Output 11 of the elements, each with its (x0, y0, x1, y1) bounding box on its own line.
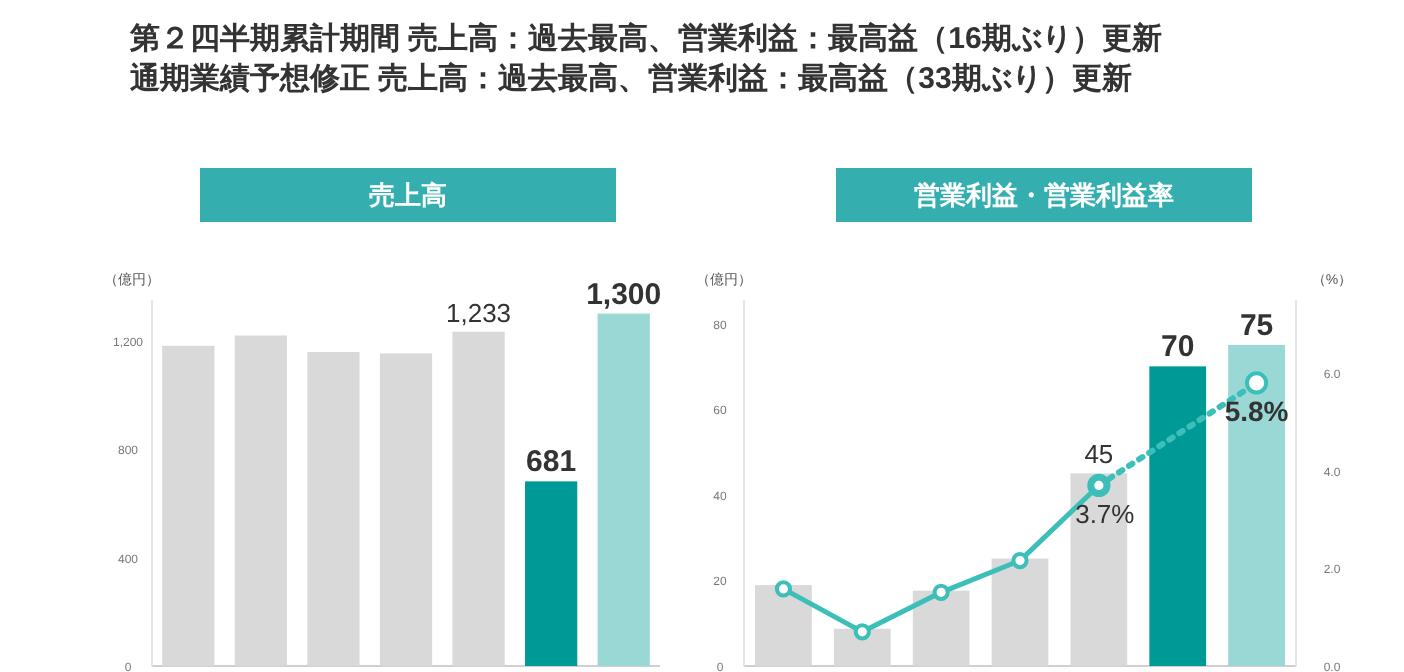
data-label: 681 (526, 445, 577, 480)
data-label: 3.7% (1075, 499, 1136, 530)
chart-title: 営業利益・営業利益率 (914, 180, 1174, 210)
data-label: 70 (1161, 330, 1195, 365)
text: 通期業績予想修正 売上高：過去最高、営業利益：最高益（33期ぶり）更新 (128, 60, 1132, 96)
text: 第２四半期累計期間 売上高：過去最高、営業利益：最高益（16期ぶり）更新 (128, 20, 1162, 56)
chart-title: 売上高 (369, 180, 447, 210)
data-label: 45 (1084, 439, 1114, 470)
data-label: 1,233 (446, 297, 512, 328)
data-label: 75 (1239, 308, 1274, 343)
data-label: 1,300 (586, 277, 662, 312)
